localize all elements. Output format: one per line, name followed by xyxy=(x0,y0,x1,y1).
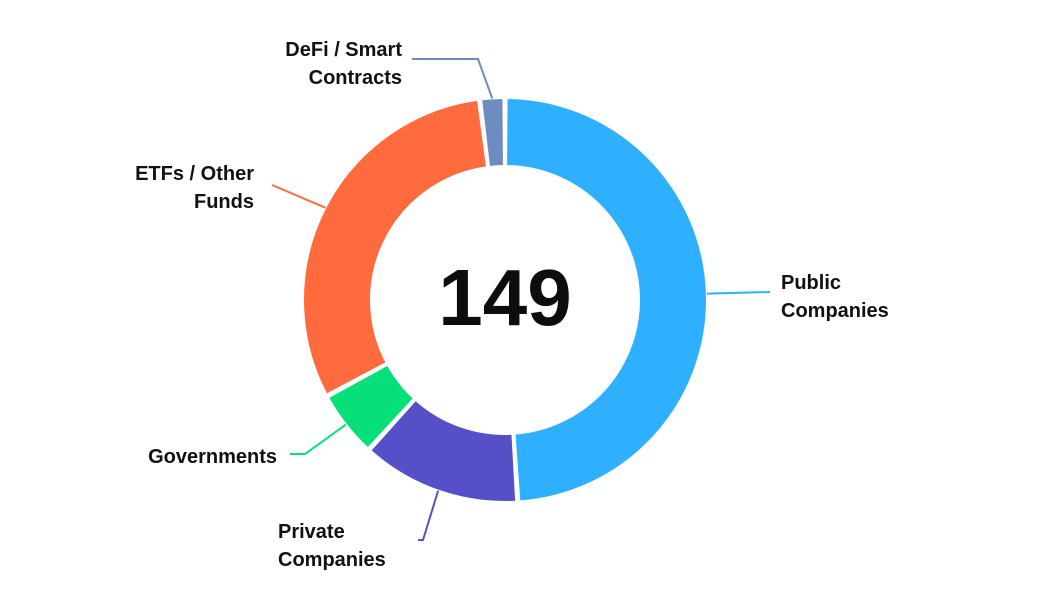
slice-label: Governments xyxy=(148,446,277,468)
leader-line xyxy=(412,58,494,99)
label-leader-lines xyxy=(271,58,771,541)
center-total-label: 149 xyxy=(438,253,571,342)
slice-defi-smart-contracts[interactable] xyxy=(480,97,505,168)
slice-governments[interactable] xyxy=(327,363,416,450)
donut-slices xyxy=(302,97,709,503)
slice-public-companies[interactable] xyxy=(505,97,709,503)
slice-label: Public Companies xyxy=(781,272,889,322)
slice-label: ETFs / Other Funds xyxy=(135,163,254,213)
leader-line xyxy=(290,423,347,455)
slice-labels: Public Companies Private Companies Governmen… xyxy=(135,39,889,571)
leader-line xyxy=(271,184,326,209)
slice-label: DeFi / Smart Contracts xyxy=(285,39,402,89)
slice-private-companies[interactable] xyxy=(369,398,518,503)
slice-label: Private Companies xyxy=(278,521,386,571)
leader-line xyxy=(706,291,771,295)
slice-etfs-other-funds[interactable] xyxy=(302,98,489,396)
leader-line xyxy=(418,490,440,541)
